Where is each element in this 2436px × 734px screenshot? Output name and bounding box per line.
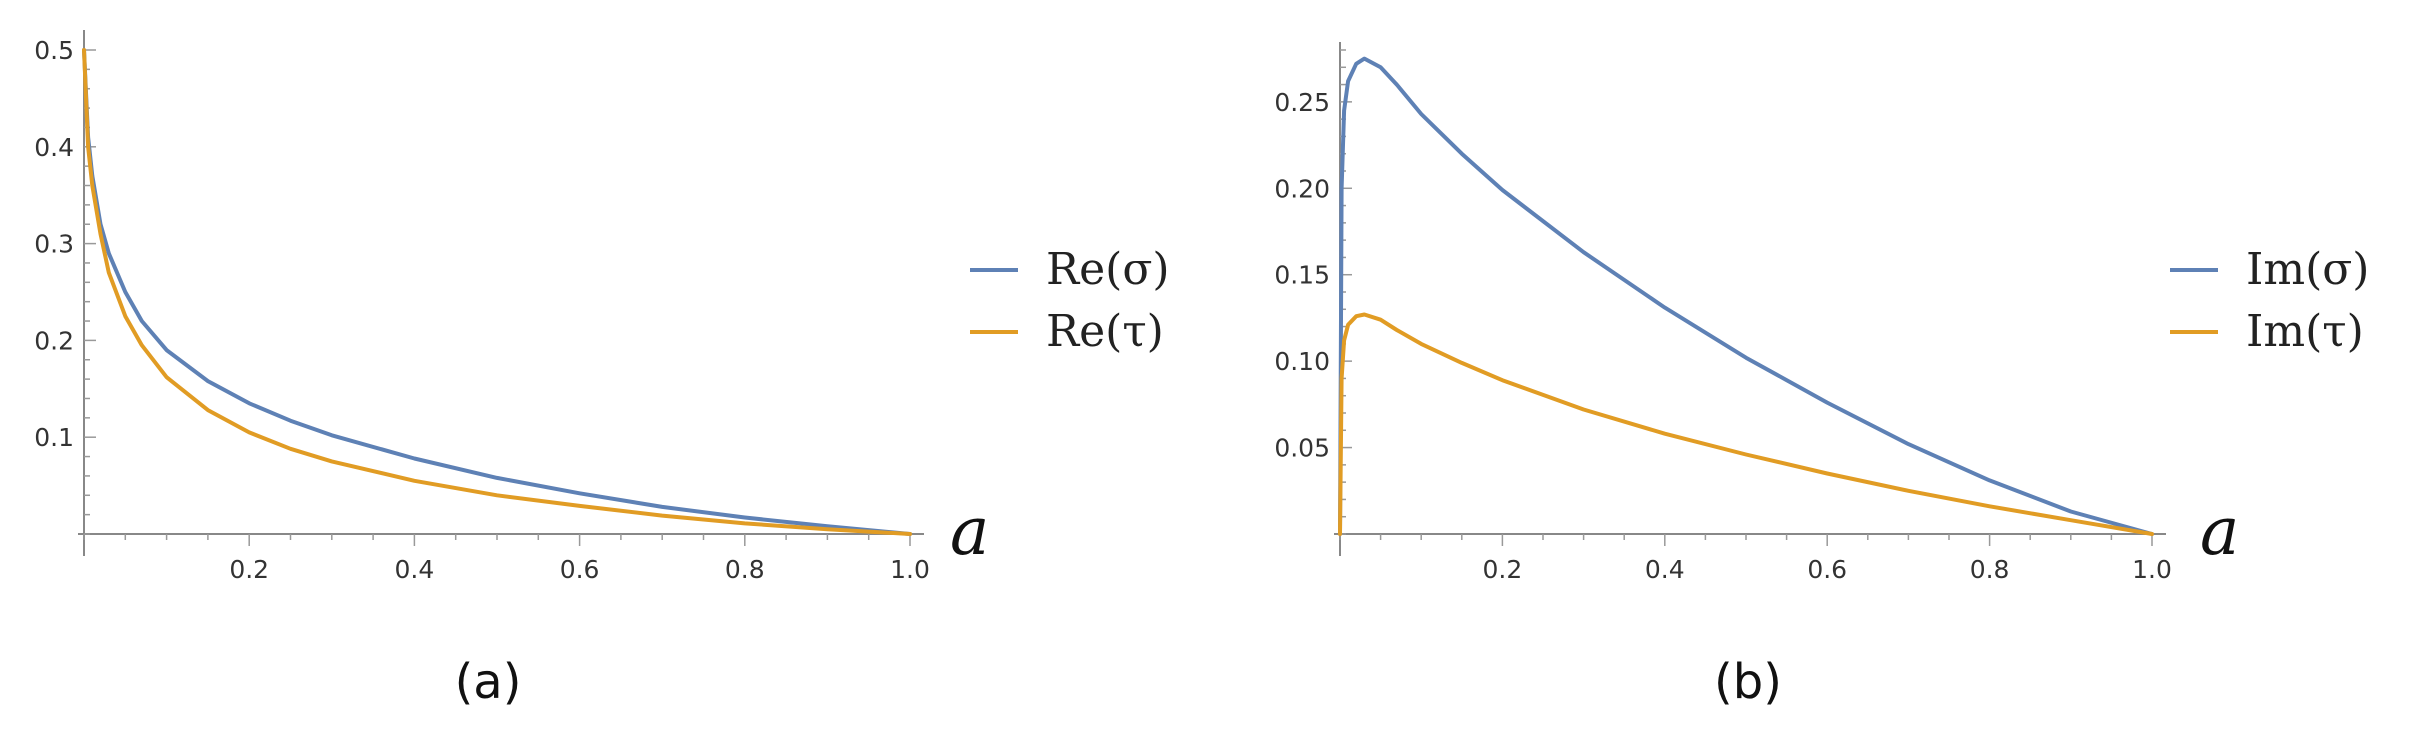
x-axis-variable-label: a — [2200, 493, 2239, 570]
x-tick-label: 0.2 — [1483, 555, 1523, 584]
x-tick-label: 0.6 — [1807, 555, 1847, 584]
x-tick-label: 0.4 — [1645, 555, 1685, 584]
y-tick-label: 0.10 — [1274, 347, 1330, 376]
x-tick-label: 0.8 — [1970, 555, 2010, 584]
y-tick-label: 0.1 — [34, 423, 74, 452]
x-tick-label: 0.4 — [395, 555, 435, 584]
x-tick-label: 1.0 — [890, 555, 930, 584]
y-tick-label: 0.3 — [34, 230, 74, 259]
series-line-tau — [1338, 312, 2154, 536]
y-tick-label: 0.15 — [1274, 261, 1330, 290]
x-tick-label: 0.8 — [725, 555, 765, 584]
y-tick-label: 0.5 — [34, 36, 74, 65]
legend-label: Re(τ) — [1046, 306, 1164, 357]
panel-b: 0.2 0.4 0.6 0.8 1.0 0.05 0.10 0.15 0.20 0.25 Im(σ)… — [1274, 42, 2369, 710]
y-tick-label: 0.05 — [1274, 434, 1330, 463]
legend-label: Im(τ) — [2246, 306, 2364, 357]
x-axis-variable-label: a — [950, 493, 989, 570]
series-line-sigma — [1338, 56, 2154, 536]
series-line-tau — [82, 48, 912, 536]
legend-label: Im(σ) — [2246, 244, 2369, 295]
x-tick-label: 1.0 — [2132, 555, 2172, 584]
panel-label: (b) — [1714, 654, 1782, 710]
y-tick-label: 0.2 — [34, 326, 74, 355]
y-tick-label: 0.25 — [1274, 88, 1330, 117]
legend-label: Re(σ) — [1046, 244, 1170, 295]
series-line-sigma — [82, 48, 912, 536]
y-tick-label: 0.4 — [34, 133, 74, 162]
x-tick-label: 0.6 — [560, 555, 600, 584]
y-tick-label: 0.20 — [1274, 174, 1330, 203]
panel-label: (a) — [455, 654, 522, 710]
x-tick-label: 0.2 — [229, 555, 269, 584]
panel-a: 0.2 0.4 0.6 0.8 1.0 0.1 0.2 0.3 0.4 0.5 Re(σ) Re(τ)… — [34, 30, 1170, 710]
